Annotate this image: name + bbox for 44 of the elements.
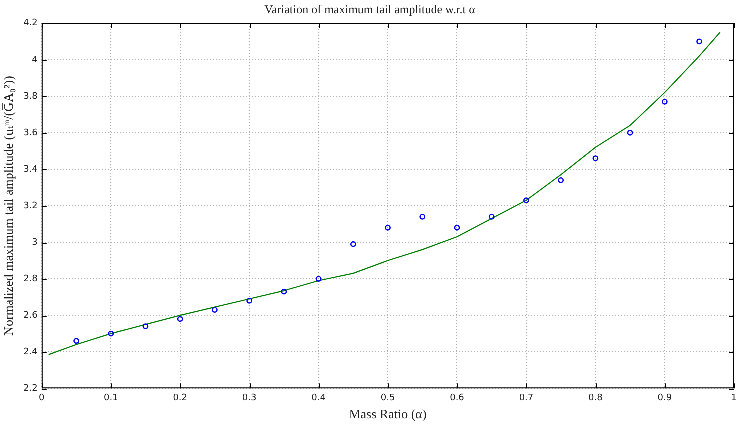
x-tick-label: 0.7	[519, 393, 534, 404]
point	[212, 307, 218, 314]
y-tick-label: 3.4	[24, 164, 38, 175]
point	[592, 156, 599, 162]
x-axis-title: Mass Ratio (α)	[349, 406, 427, 422]
point	[696, 38, 702, 45]
y-tick-label: 4	[32, 55, 38, 66]
x-tick-label: 1	[731, 393, 738, 404]
point	[177, 316, 184, 322]
x-tick-label: 0.4	[312, 393, 326, 404]
point	[558, 177, 564, 184]
y-tick-label: 2.6	[24, 310, 38, 321]
y-tick-label: 4.2	[24, 18, 38, 29]
point	[488, 214, 495, 220]
chart-title: Variation of maximum tail amplitude w.r.t α	[264, 2, 476, 16]
y-tick-label: 3.8	[24, 92, 38, 102]
x-tick-label: 0.2	[173, 393, 188, 404]
point	[627, 130, 634, 136]
x-tick-label: 0.6	[450, 393, 465, 404]
point	[316, 276, 322, 282]
point	[142, 324, 149, 330]
point	[454, 224, 460, 231]
point	[420, 214, 426, 220]
x-tick-label: 0	[39, 393, 46, 404]
point	[74, 338, 80, 344]
point	[350, 241, 356, 248]
y-tick-label: 3.6	[24, 128, 38, 138]
point	[281, 288, 288, 295]
y-tick-label: 2.8	[24, 274, 38, 284]
x-tick-label: 0.8	[588, 393, 604, 404]
point	[524, 198, 530, 204]
x-tick-label: 0.9	[658, 393, 672, 404]
x-tick-label: 0.3	[242, 393, 257, 404]
point	[246, 298, 253, 304]
y-tick-label: 3	[32, 238, 38, 248]
y-tick-label: 3.2	[24, 201, 38, 212]
x-tick-label: 0.5	[380, 393, 396, 404]
point	[662, 98, 668, 105]
y-tick-label: 2.2	[24, 384, 38, 394]
point	[385, 224, 391, 231]
y-axis-title: Normalized maximum tail amplitude (uₜᵐ/(G̅A₀²))	[1, 76, 16, 336]
point	[108, 330, 114, 337]
x-tick-label: 0.1	[104, 393, 118, 404]
y-tick-label: 2.4	[24, 347, 38, 358]
